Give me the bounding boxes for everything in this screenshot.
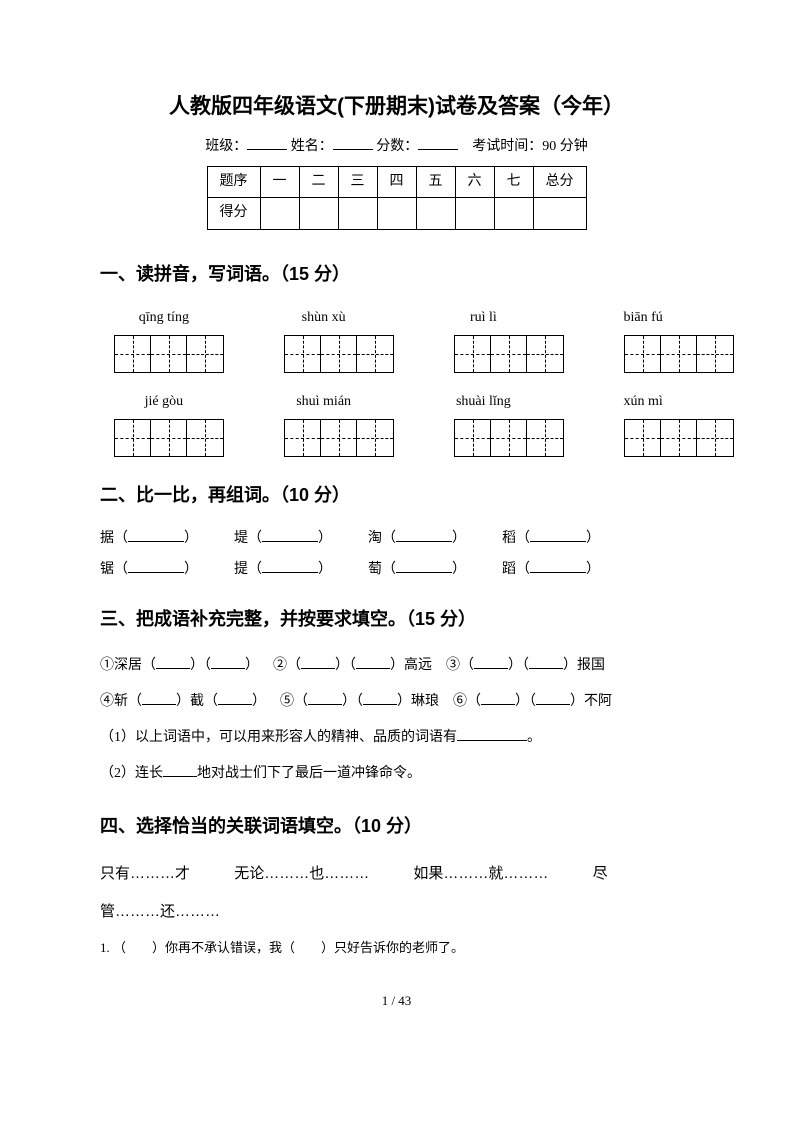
blank[interactable] <box>262 572 318 573</box>
char-grid[interactable] <box>624 419 734 457</box>
word-option: 如果………就……… <box>413 865 548 882</box>
header-cell: 四 <box>377 166 416 197</box>
name-blank[interactable] <box>333 136 373 150</box>
class-label: 班级： <box>205 139 247 154</box>
blank[interactable] <box>363 704 397 705</box>
blank[interactable] <box>457 740 527 741</box>
pinyin-label: biān fú <box>593 307 693 329</box>
q2-row: 锯（） 提（） 萄（） 蹈（） <box>100 559 693 581</box>
blank[interactable] <box>529 668 563 669</box>
blank[interactable] <box>218 704 252 705</box>
blank[interactable] <box>308 704 342 705</box>
blank[interactable] <box>128 572 184 573</box>
blank[interactable] <box>156 668 190 669</box>
pinyin-label: jié gòu <box>114 391 214 413</box>
pinyin-label: xún mì <box>593 391 693 413</box>
word-option: 尽 <box>593 865 608 882</box>
info-line: 班级： 姓名： 分数： 考试时间：90 分钟 <box>100 136 693 158</box>
q2-item: 堤（） <box>234 528 332 550</box>
char-grid[interactable] <box>454 335 564 373</box>
blank[interactable] <box>481 704 515 705</box>
class-blank[interactable] <box>247 136 287 150</box>
blank[interactable] <box>530 572 586 573</box>
pinyin-label: shuài lǐng <box>434 391 534 413</box>
time-label: 考试时间：90 分钟 <box>472 139 588 154</box>
char-grid[interactable] <box>624 335 734 373</box>
blank[interactable] <box>262 541 318 542</box>
q2-item: 锯（） <box>100 559 198 581</box>
table-row: 题序 一 二 三 四 五 六 七 总分 <box>207 166 586 197</box>
grid-row <box>100 335 693 373</box>
q2-row: 据（） 堤（） 淘（） 稻（） <box>100 528 693 550</box>
blank[interactable] <box>396 541 452 542</box>
q3-sub2: （2）连长地对战士们下了最后一道冲锋命令。 <box>100 760 693 788</box>
q3-line1: ①深居（）（） ②（）（）高远 ③（）（）报国 <box>100 652 693 680</box>
char-grid[interactable] <box>454 419 564 457</box>
q2-item: 蹈（） <box>502 559 600 581</box>
score-cell[interactable] <box>338 198 377 229</box>
char-grid[interactable] <box>284 335 394 373</box>
blank[interactable] <box>163 776 197 777</box>
page-number: 1 / 43 <box>100 991 693 1012</box>
q4-words-cont: 管………还……… <box>100 897 693 927</box>
blank[interactable] <box>211 668 245 669</box>
blank[interactable] <box>536 704 570 705</box>
header-cell: 五 <box>416 166 455 197</box>
score-cell[interactable] <box>299 198 338 229</box>
table-row: 得分 <box>207 198 586 229</box>
header-cell: 六 <box>455 166 494 197</box>
header-cell: 七 <box>494 166 533 197</box>
header-cell: 总分 <box>533 166 586 197</box>
blank[interactable] <box>396 572 452 573</box>
score-cell[interactable] <box>533 198 586 229</box>
score-cell[interactable] <box>494 198 533 229</box>
q2-item: 提（） <box>234 559 332 581</box>
word-option: 只有………才 <box>100 865 190 882</box>
score-cell[interactable] <box>416 198 455 229</box>
blank[interactable] <box>142 704 176 705</box>
section1-heading: 一、读拼音，写词语。（15 分） <box>100 260 693 289</box>
blank[interactable] <box>530 541 586 542</box>
score-cell[interactable] <box>455 198 494 229</box>
grid-row <box>100 419 693 457</box>
header-cell: 一 <box>260 166 299 197</box>
char-grid[interactable] <box>114 335 224 373</box>
char-grid[interactable] <box>284 419 394 457</box>
q3-line2: ④斩（）截（） ⑤（）（）琳琅 ⑥（）（）不阿 <box>100 688 693 716</box>
header-cell: 题序 <box>207 166 260 197</box>
header-cell: 二 <box>299 166 338 197</box>
score-blank[interactable] <box>418 136 458 150</box>
q2-item: 淘（） <box>368 528 466 550</box>
pinyin-label: qīng tíng <box>114 307 214 329</box>
score-cell[interactable] <box>377 198 416 229</box>
score-table: 题序 一 二 三 四 五 六 七 总分 得分 <box>207 166 587 230</box>
score-label: 分数： <box>376 139 418 154</box>
section3-heading: 三、把成语补充完整，并按要求填空。（15 分） <box>100 605 693 634</box>
q2-item: 稻（） <box>502 528 600 550</box>
blank[interactable] <box>474 668 508 669</box>
section4-heading: 四、选择恰当的关联词语填空。（10 分） <box>100 812 693 841</box>
pinyin-row: qīng tíng shùn xù ruì lì biān fú <box>100 307 693 329</box>
score-label-cell: 得分 <box>207 198 260 229</box>
pinyin-row: jié gòu shuì mián shuài lǐng xún mì <box>100 391 693 413</box>
name-label: 姓名： <box>291 139 333 154</box>
section2-heading: 二、比一比，再组词。（10 分） <box>100 481 693 510</box>
pinyin-label: shùn xù <box>274 307 374 329</box>
pinyin-label: shuì mián <box>274 391 374 413</box>
q2-item: 据（） <box>100 528 198 550</box>
word-option: 无论………也……… <box>234 865 369 882</box>
header-cell: 三 <box>338 166 377 197</box>
exam-title: 人教版四年级语文(下册期末)试卷及答案（今年） <box>100 90 693 124</box>
blank[interactable] <box>301 668 335 669</box>
score-cell[interactable] <box>260 198 299 229</box>
q3-sub1: （1）以上词语中，可以用来形容人的精神、品质的词语有。 <box>100 724 693 752</box>
blank[interactable] <box>128 541 184 542</box>
q2-item: 萄（） <box>368 559 466 581</box>
char-grid[interactable] <box>114 419 224 457</box>
blank[interactable] <box>356 668 390 669</box>
q4-q1: 1. （ ）你再不承认错误，我（ ）只好告诉你的老师了。 <box>100 935 693 961</box>
pinyin-label: ruì lì <box>434 307 534 329</box>
q4-words: 只有………才 无论………也……… 如果………就……… 尽 <box>100 859 693 889</box>
